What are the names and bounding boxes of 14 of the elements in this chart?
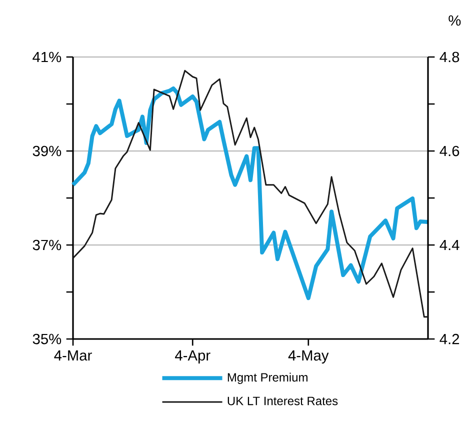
y2-tick-label: 4.6 [440, 146, 460, 156]
y2-tick-label: 4.4 [440, 240, 460, 250]
legend-label: Mgmt Premium [228, 372, 308, 384]
legend-label: UK LT Interest Rates [228, 396, 338, 406]
x-tick-label: 4-Apr [175, 350, 210, 364]
y-tick-label: 41% [32, 52, 62, 62]
y2-tick-label: 4.2 [440, 334, 460, 344]
x-tick-label: 4-Mar [54, 350, 92, 361]
x-tick-label: 4-May [288, 350, 329, 364]
y2-axis-title: % [448, 15, 461, 26]
y2-tick-label: 4.8 [440, 52, 460, 62]
y-tick-label: 37% [32, 240, 62, 250]
y-tick-label: 35% [32, 334, 62, 344]
y-tick-label: 39% [32, 146, 62, 156]
